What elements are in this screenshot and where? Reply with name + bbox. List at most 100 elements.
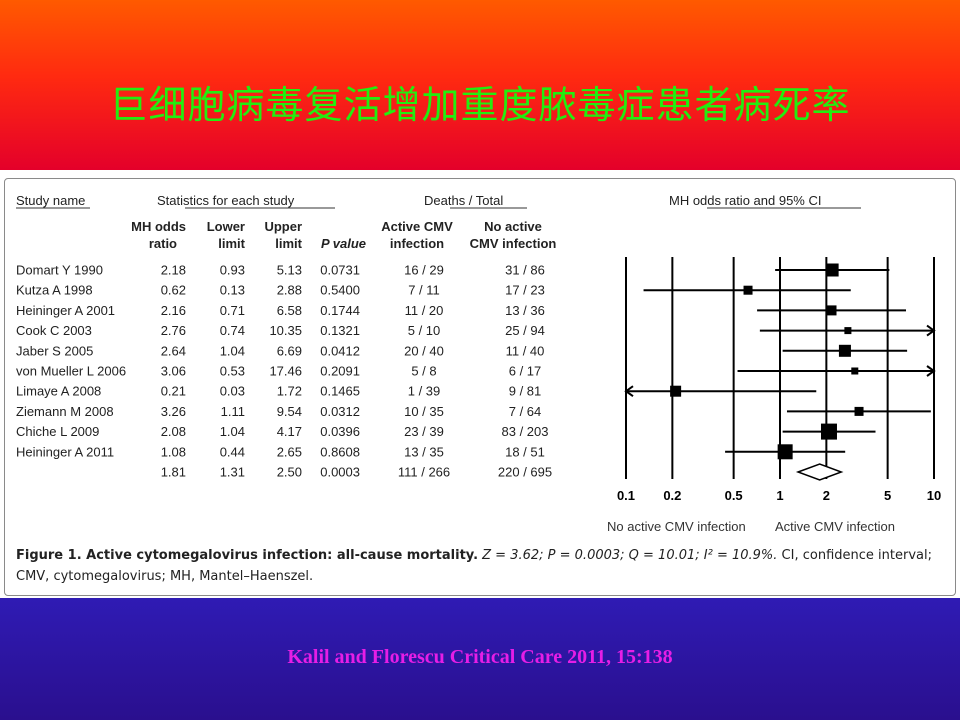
header-lower-limit: limit (218, 236, 245, 251)
header-ratio: ratio (149, 236, 177, 251)
study-name: Jaber S 2005 (16, 343, 93, 358)
study-name: Cook C 2003 (16, 323, 92, 338)
effect-marker (825, 263, 839, 277)
study-p: 0.1321 (320, 323, 360, 338)
study-or: 0.62 (161, 283, 186, 298)
study-lower: 0.44 (220, 444, 245, 459)
effect-marker (826, 305, 837, 316)
effect-marker (743, 285, 753, 295)
study-noactive: 9 / 81 (509, 384, 542, 399)
forest-plot: Study name Statistics for each study Death… (16, 193, 941, 534)
study-name: Ziemann M 2008 (16, 404, 114, 419)
study-active: 13 / 35 (404, 444, 444, 459)
study-active: 5 / 8 (411, 364, 436, 379)
study-noactive: 7 / 64 (509, 404, 542, 419)
study-active: 10 / 35 (404, 404, 444, 419)
study-noactive: 83 / 203 (502, 424, 549, 439)
study-name: von Mueller L 2006 (16, 364, 126, 379)
study-p: 0.5400 (320, 283, 360, 298)
x-tick-label: 0.5 (725, 488, 743, 503)
pooled-noactive: 220 / 695 (498, 465, 552, 480)
study-noactive: 25 / 94 (505, 323, 545, 338)
ci-arrow-right (926, 324, 936, 337)
study-lower: 0.13 (220, 283, 245, 298)
study-or: 2.64 (161, 343, 186, 358)
header-upper-limit: limit (275, 236, 302, 251)
x-tick-label: 0.1 (617, 488, 635, 503)
title-band (0, 0, 960, 170)
caption-abbreviations: CI, confidence interval; CMV, cytomegalo… (16, 548, 932, 584)
study-upper: 4.17 (277, 424, 302, 439)
header-active-infection: infection (390, 236, 444, 251)
effect-marker (844, 327, 852, 335)
study-noactive: 18 / 51 (505, 444, 545, 459)
header-statistics: Statistics for each study (157, 193, 295, 208)
header-plot-title: MH odds ratio and 95% CI (669, 193, 821, 208)
study-lower: 1.04 (220, 424, 245, 439)
study-lower: 1.04 (220, 343, 245, 358)
study-noactive: 11 / 40 (506, 343, 545, 358)
study-p: 0.0312 (320, 404, 360, 419)
caption-title: Figure 1. Active cytomegalovirus infecti… (16, 548, 479, 563)
ci-arrow-right (926, 365, 936, 377)
header-mh-odds: MH odds (131, 219, 186, 234)
study-upper: 6.58 (277, 303, 302, 318)
header-deaths-total: Deaths / Total (424, 193, 503, 208)
x-tick-label: 1 (776, 488, 783, 503)
study-upper: 2.65 (277, 444, 302, 459)
effect-marker (851, 367, 859, 375)
pooled-diamond (795, 463, 844, 481)
study-active: 5 / 10 (408, 323, 441, 338)
study-p: 0.0396 (320, 424, 360, 439)
study-or: 1.08 (161, 444, 186, 459)
study-p: 0.1744 (320, 303, 360, 318)
effect-marker (670, 385, 682, 397)
study-p: 0.1465 (320, 384, 360, 399)
footer-band (0, 598, 960, 720)
header-active-cmv: Active CMV (381, 219, 453, 234)
header-p-value: P value (321, 236, 366, 251)
study-name: Heininger A 2011 (16, 444, 114, 459)
study-or: 2.76 (161, 323, 186, 338)
study-p: 0.0412 (320, 343, 360, 358)
study-p: 0.0731 (320, 263, 360, 278)
axis-label-right: Active CMV infection (775, 519, 895, 534)
study-noactive: 31 / 86 (505, 263, 545, 278)
study-upper: 10.35 (269, 323, 302, 338)
header-no-active-infection: CMV infection (470, 236, 557, 251)
effect-marker (854, 406, 864, 416)
study-upper: 9.54 (277, 404, 302, 419)
effect-marker (820, 423, 837, 440)
study-upper: 1.72 (277, 384, 302, 399)
header-lower: Lower (207, 219, 245, 234)
slide-title: 巨细胞病毒复活增加重度脓毒症患者病死率 (109, 83, 851, 127)
study-p: 0.8608 (320, 444, 360, 459)
ci-arrow-left (624, 385, 634, 398)
study-name: Limaye A 2008 (16, 384, 101, 399)
effect-marker (777, 444, 793, 460)
header-upper: Upper (264, 219, 302, 234)
figure-caption: Figure 1. Active cytomegalovirus infecti… (16, 545, 936, 587)
study-noactive: 6 / 17 (509, 364, 542, 379)
header-no-active: No active (484, 219, 542, 234)
study-upper: 2.88 (277, 283, 302, 298)
study-p: 0.2091 (320, 364, 360, 379)
study-lower: 0.71 (220, 303, 245, 318)
pooled-active: 111 / 266 (398, 465, 450, 480)
study-name: Chiche L 2009 (16, 424, 99, 439)
x-tick-label: 0.2 (663, 488, 681, 503)
study-active: 20 / 40 (404, 343, 444, 358)
study-lower: 0.03 (220, 384, 245, 399)
effect-marker (838, 344, 851, 357)
pooled-or: 1.81 (161, 465, 186, 480)
study-or: 0.21 (161, 384, 186, 399)
study-upper: 6.69 (277, 343, 302, 358)
study-active: 1 / 39 (408, 384, 441, 399)
header-study-name: Study name (16, 193, 85, 208)
pooled-lower: 1.31 (220, 465, 245, 480)
study-lower: 0.74 (220, 323, 245, 338)
study-active: 11 / 20 (405, 303, 444, 318)
study-lower: 1.11 (221, 404, 245, 419)
study-or: 2.16 (161, 303, 186, 318)
study-upper: 17.46 (269, 364, 302, 379)
